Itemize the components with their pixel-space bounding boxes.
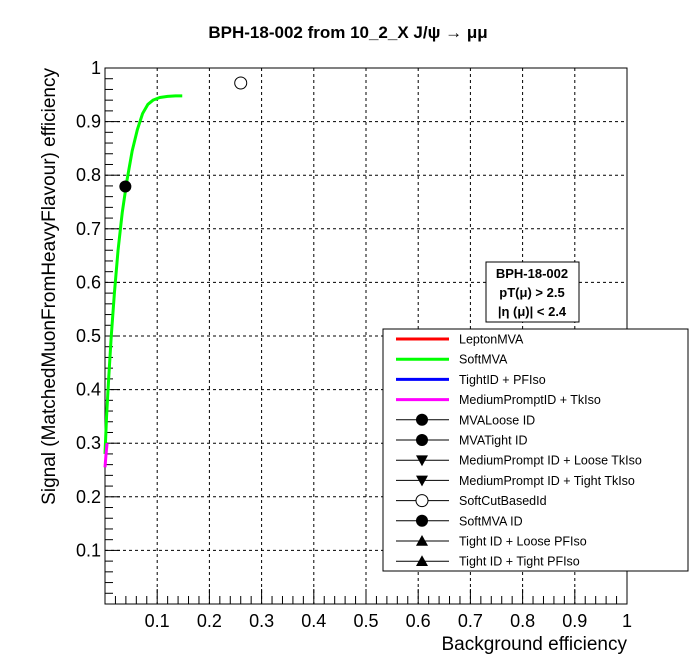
legend-marker-tight-id-tight-pfiso bbox=[416, 555, 428, 566]
y-tick-label: 1 bbox=[91, 58, 101, 78]
info-box-line-3: |η (μ)| < 2.4 bbox=[498, 304, 567, 319]
y-tick-label: 0.8 bbox=[76, 165, 101, 185]
legend-label-softcutbasedid: SoftCutBasedId bbox=[459, 494, 547, 508]
info-box-line-2: pT(μ) > 2.5 bbox=[499, 285, 564, 300]
x-tick-label: 0.8 bbox=[510, 611, 535, 631]
y-axis-label: Signal (MatchedMuonFromHeavyFlavour) eff… bbox=[39, 68, 60, 505]
y-tick-label: 0.7 bbox=[76, 219, 101, 239]
series-line-mediumpromptid-tkiso bbox=[103, 443, 109, 468]
y-tick-label: 0.3 bbox=[76, 433, 101, 453]
x-tick-label: 0.3 bbox=[249, 611, 274, 631]
legend-marker-softmva-id bbox=[416, 514, 428, 527]
y-tick-label: 0.9 bbox=[76, 112, 101, 132]
y-tick-label: 0.1 bbox=[76, 540, 101, 560]
info-box: BPH-18-002 pT(μ) > 2.5 |η (μ)| < 2.4 bbox=[485, 261, 580, 323]
info-box-line-1: BPH-18-002 bbox=[496, 266, 568, 281]
y-tick-label: 0.6 bbox=[76, 272, 101, 292]
x-tick-label: 0.1 bbox=[145, 611, 170, 631]
x-tick-label: 0.4 bbox=[301, 611, 326, 631]
x-axis-label: Background efficiency bbox=[441, 634, 627, 655]
legend-label-mvaloose-id: MVALoose ID bbox=[459, 413, 535, 427]
legend-marker-mvatight-id bbox=[416, 434, 428, 446]
x-tick-label: 1 bbox=[622, 611, 632, 631]
series-line-softmva bbox=[103, 94, 183, 454]
legend-label-leptonmva: LeptonMVA bbox=[459, 333, 524, 347]
legend-marker-mediumprompt-id-tight-tkiso bbox=[416, 475, 428, 487]
x-tick-label: 0.6 bbox=[406, 611, 431, 631]
legend-label-softmva: SoftMVA bbox=[459, 353, 508, 367]
x-tick-label: 0.5 bbox=[353, 611, 378, 631]
y-tick-label: 0.5 bbox=[76, 326, 101, 346]
legend-marker-tight-id-loose-pfiso bbox=[416, 535, 428, 546]
legend-label-mediumpromptid-tkiso: MediumPromptID + TkIso bbox=[459, 393, 601, 407]
legend-marker-mediumprompt-id-loose-tkiso bbox=[416, 455, 428, 467]
y-tick-labels: 0.1 0.2 0.3 0.4 0.5 0.6 0.7 0.8 0.9 1 bbox=[76, 58, 101, 560]
y-tick-label: 0.4 bbox=[76, 380, 101, 400]
legend-label-tight-id-tight-pfiso: Tight ID + Tight PFIso bbox=[459, 555, 580, 569]
legend-label-mediumprompt-id-tight-tkiso: MediumPrompt ID + Tight TkIso bbox=[459, 474, 635, 488]
legend-label-tight-id-loose-pfiso: Tight ID + Loose PFIso bbox=[459, 535, 587, 549]
data-point-softcutbasedid bbox=[234, 76, 248, 90]
legend-label-mediumprompt-id-loose-tkiso: MediumPrompt ID + Loose TkIso bbox=[459, 454, 642, 468]
data-point-softmva-id bbox=[119, 180, 132, 193]
legend-marker-mvaloose-id bbox=[416, 413, 428, 426]
legend-frame bbox=[382, 328, 689, 572]
legend-label-tightid-pfiso: TightID + PFIso bbox=[459, 373, 546, 387]
x-tick-label: 0.7 bbox=[458, 611, 483, 631]
y-tick-label: 0.2 bbox=[76, 487, 101, 507]
legend-label-mvatight-id: MVATight ID bbox=[459, 434, 528, 448]
legend-marker-softcutbasedid bbox=[415, 494, 429, 508]
x-tick-labels: 0.1 0.2 0.3 0.4 0.5 0.6 0.7 0.8 0.9 1 bbox=[145, 611, 632, 631]
data-series bbox=[103, 76, 248, 468]
info-box-frame bbox=[485, 261, 580, 323]
legend: LeptonMVA SoftMVA TightID + PFIso MediumPro… bbox=[382, 328, 689, 572]
chart-title: BPH-18-002 from 10_2_X J/ψ → μμ bbox=[208, 23, 487, 42]
x-tick-label: 0.9 bbox=[562, 611, 587, 631]
legend-label-softmva-id: SoftMVA ID bbox=[459, 514, 523, 528]
x-tick-label: 0.2 bbox=[197, 611, 222, 631]
